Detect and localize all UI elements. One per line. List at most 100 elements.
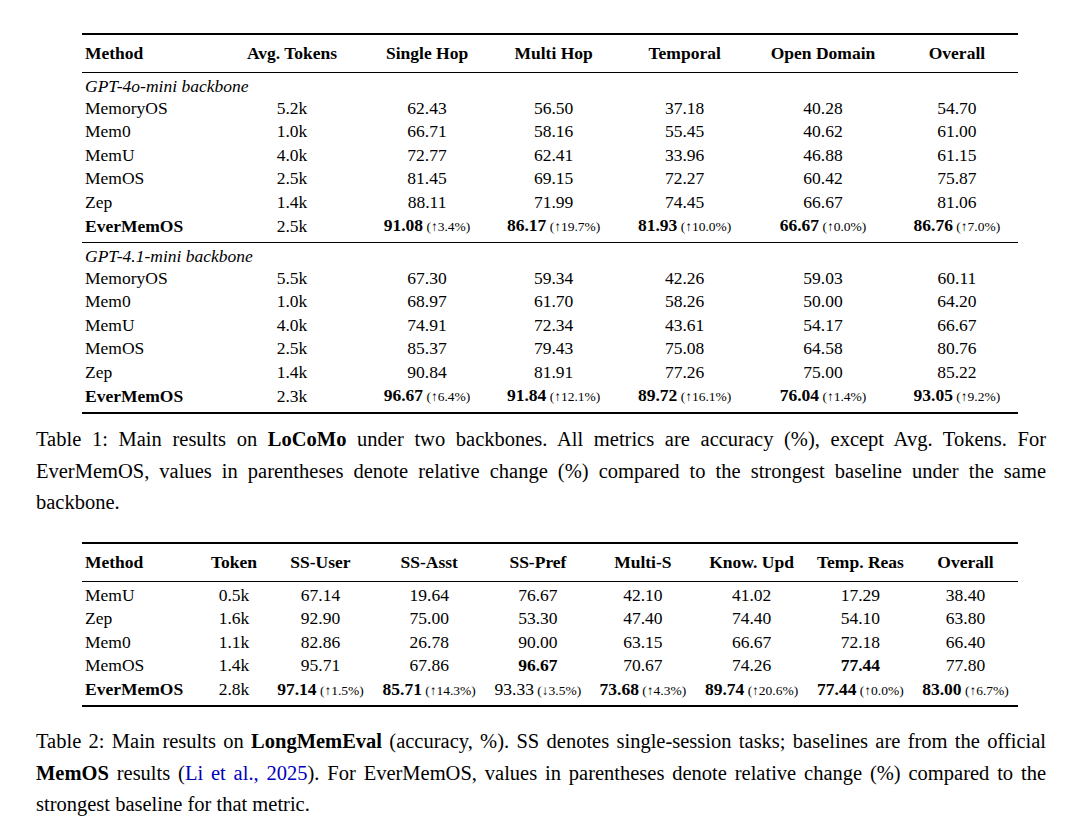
relative-change-note: (↑16.1%) xyxy=(677,389,731,404)
paper-page: MethodAvg. TokensSingle HopMulti HopTemp… xyxy=(0,0,1080,825)
value-cell: 1.6k xyxy=(200,607,268,631)
column-header: Open Domain xyxy=(750,34,896,72)
value-cell: 86.17 (↑19.7%) xyxy=(488,214,619,242)
table-row: EverMemOS2.5k91.08 (↑3.4%)86.17 (↑19.7%)… xyxy=(82,214,1018,242)
value-cell: 19.64 xyxy=(373,581,486,607)
value-cell: 53.30 xyxy=(485,607,590,631)
value-cell: 41.02 xyxy=(695,581,808,607)
value-cell: 72.77 xyxy=(366,144,488,168)
value-cell: 95.71 xyxy=(268,654,373,678)
value-cell: 72.27 xyxy=(619,167,750,191)
table-row: Zep1.4k88.1171.9974.4566.6781.06 xyxy=(82,191,1018,215)
citation-link[interactable]: Li et al., 2025 xyxy=(185,762,308,784)
value-cell: 2.8k xyxy=(200,678,268,707)
column-header: Temporal xyxy=(619,34,750,72)
value-cell: 81.91 xyxy=(488,361,619,385)
value-cell: 60.11 xyxy=(896,267,1018,291)
column-header: Temp. Reas xyxy=(808,543,913,581)
table1-caption: Table 1: Main results on LoCoMo under tw… xyxy=(36,424,1046,519)
method-cell: MemoryOS xyxy=(82,97,218,121)
value-cell: 73.68 (↑4.3%) xyxy=(590,678,695,707)
value-cell: 66.67 (↑0.0%) xyxy=(750,214,896,242)
value-cell: 79.43 xyxy=(488,337,619,361)
value-cell: 66.40 xyxy=(913,631,1018,655)
value-cell: 69.15 xyxy=(488,167,619,191)
backbone-group-label: GPT-4o-mini backbone xyxy=(82,72,1018,97)
value-cell: 81.45 xyxy=(366,167,488,191)
value-cell: 77.44 xyxy=(808,654,913,678)
value-cell: 89.74 (↑20.6%) xyxy=(695,678,808,707)
metric-value: 77.44 xyxy=(841,655,880,675)
value-cell: 66.71 xyxy=(366,120,488,144)
column-header: Know. Upd xyxy=(695,543,808,581)
table-row: MemoryOS5.2k62.4356.5037.1840.2854.70 xyxy=(82,97,1018,121)
method-cell: MemOS xyxy=(82,654,200,678)
value-cell: 85.37 xyxy=(366,337,488,361)
value-cell: 4.0k xyxy=(218,314,366,338)
value-cell: 96.67 xyxy=(485,654,590,678)
value-cell: 58.26 xyxy=(619,290,750,314)
method-cell: MemOS xyxy=(82,337,218,361)
table-row: MemOS1.4k95.7167.8696.6770.6774.2677.447… xyxy=(82,654,1018,678)
value-cell: 2.5k xyxy=(218,214,366,242)
value-cell: 54.17 xyxy=(750,314,896,338)
column-header: Method xyxy=(82,543,200,581)
value-cell: 85.22 xyxy=(896,361,1018,385)
value-cell: 67.14 xyxy=(268,581,373,607)
value-cell: 66.67 xyxy=(750,191,896,215)
value-cell: 92.90 xyxy=(268,607,373,631)
value-cell: 42.26 xyxy=(619,267,750,291)
relative-change-note: (↑6.4%) xyxy=(423,389,470,404)
group-header-row: GPT-4o-mini backbone xyxy=(82,72,1018,97)
value-cell: 93.05 (↑9.2%) xyxy=(896,384,1018,413)
relative-change-note: (↑0.0%) xyxy=(819,219,866,234)
value-cell: 74.26 xyxy=(695,654,808,678)
value-cell: 67.30 xyxy=(366,267,488,291)
value-cell: 90.00 xyxy=(485,631,590,655)
value-cell: 56.50 xyxy=(488,97,619,121)
table-row: Mem01.0k66.7158.1655.4540.6261.00 xyxy=(82,120,1018,144)
value-cell: 80.76 xyxy=(896,337,1018,361)
value-cell: 54.10 xyxy=(808,607,913,631)
value-cell: 26.78 xyxy=(373,631,486,655)
relative-change-note: (↑19.7%) xyxy=(546,219,600,234)
metric-value: 89.74 xyxy=(705,679,744,699)
method-cell: MemU xyxy=(82,144,218,168)
table-row: MemU4.0k72.7762.4133.9646.8861.15 xyxy=(82,144,1018,168)
column-header: Token xyxy=(200,543,268,581)
value-cell: 77.80 xyxy=(913,654,1018,678)
caption-text: LongMemEval xyxy=(251,730,382,752)
relative-change-note: (↑20.6%) xyxy=(744,683,798,698)
metric-value: 96.67 xyxy=(518,655,557,675)
value-cell: 33.96 xyxy=(619,144,750,168)
column-header: SS-User xyxy=(268,543,373,581)
header-row: MethodTokenSS-UserSS-AsstSS-PrefMulti-SK… xyxy=(82,543,1018,581)
value-cell: 0.5k xyxy=(200,581,268,607)
method-cell: MemOS xyxy=(82,167,218,191)
group-header-row: GPT-4.1-mini backbone xyxy=(82,242,1018,267)
value-cell: 89.72 (↑16.1%) xyxy=(619,384,750,413)
column-header: Multi Hop xyxy=(488,34,619,72)
value-cell: 60.42 xyxy=(750,167,896,191)
value-cell: 5.2k xyxy=(218,97,366,121)
metric-value: 91.84 xyxy=(507,385,546,405)
column-header: SS-Asst xyxy=(373,543,486,581)
relative-change-note: (↑6.7%) xyxy=(962,683,1009,698)
value-cell: 77.26 xyxy=(619,361,750,385)
value-cell: 37.18 xyxy=(619,97,750,121)
value-cell: 83.00 (↑6.7%) xyxy=(913,678,1018,707)
value-cell: 40.62 xyxy=(750,120,896,144)
value-cell: 46.88 xyxy=(750,144,896,168)
table-row: MemOS2.5k81.4569.1572.2760.4275.87 xyxy=(82,167,1018,191)
value-cell: 1.4k xyxy=(200,654,268,678)
value-cell: 62.43 xyxy=(366,97,488,121)
value-cell: 61.70 xyxy=(488,290,619,314)
metric-value: 97.14 xyxy=(277,679,316,699)
method-cell: Mem0 xyxy=(82,290,218,314)
value-cell: 91.08 (↑3.4%) xyxy=(366,214,488,242)
value-cell: 76.04 (↑1.4%) xyxy=(750,384,896,413)
method-cell: Mem0 xyxy=(82,631,200,655)
value-cell: 42.10 xyxy=(590,581,695,607)
metric-value: 86.17 xyxy=(507,215,546,235)
table-row: EverMemOS2.3k96.67 (↑6.4%)91.84 (↑12.1%)… xyxy=(82,384,1018,413)
